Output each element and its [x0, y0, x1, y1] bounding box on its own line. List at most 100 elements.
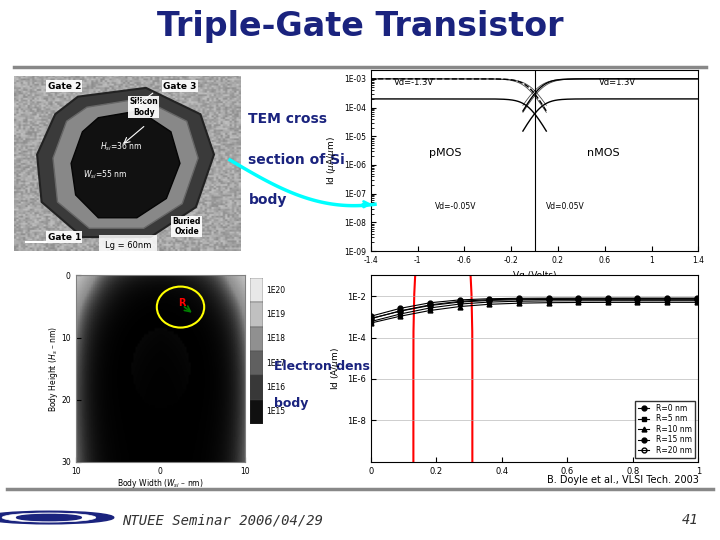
Text: Silicon
Body: Silicon Body: [130, 98, 158, 117]
R=10 nm: [693, 299, 701, 306]
R=0 nm: [455, 296, 464, 303]
R=10 nm: [455, 303, 464, 310]
R=15 nm: [574, 296, 582, 302]
R=20 nm: [633, 295, 642, 302]
Text: pMOS: pMOS: [429, 148, 462, 158]
R=0 nm: [396, 305, 405, 312]
Text: Vd=-1.3V: Vd=-1.3V: [395, 78, 434, 87]
R=10 nm: [663, 299, 672, 306]
Bar: [250, 375, 263, 400]
Legend: R=0 nm, R=5 nm, R=10 nm, R=15 nm, R=20 nm: R=0 nm, R=5 nm, R=10 nm, R=15 nm, R=20 n…: [635, 401, 695, 458]
R=20 nm: [396, 308, 405, 314]
Polygon shape: [71, 111, 180, 218]
Text: Vd=0.05V: Vd=0.05V: [546, 202, 585, 211]
Text: 1E16: 1E16: [266, 383, 286, 392]
Line: R=0 nm: R=0 nm: [369, 296, 699, 319]
Text: Gate 3: Gate 3: [163, 82, 197, 91]
R=0 nm: [633, 295, 642, 301]
R=10 nm: [396, 313, 405, 319]
R=0 nm: [544, 295, 553, 301]
R=0 nm: [515, 295, 523, 301]
X-axis label: Body Width ($W_{si}$ – nm): Body Width ($W_{si}$ – nm): [117, 477, 204, 490]
Line: R=10 nm: R=10 nm: [369, 300, 699, 326]
Y-axis label: Id ($\mu$A/$\mu$m): Id ($\mu$A/$\mu$m): [325, 136, 338, 185]
R=10 nm: [366, 320, 375, 326]
R=5 nm: [455, 301, 464, 307]
R=10 nm: [574, 299, 582, 306]
R=0 nm: [574, 295, 582, 301]
Text: NTUEE Seminar 2006/04/29: NTUEE Seminar 2006/04/29: [122, 514, 323, 528]
Y-axis label: Id (A/$\mu$m): Id (A/$\mu$m): [328, 347, 341, 390]
Bar: [250, 351, 263, 375]
R=15 nm: [544, 296, 553, 303]
R=0 nm: [663, 295, 672, 301]
R=20 nm: [603, 295, 612, 302]
R=5 nm: [485, 299, 494, 305]
R=20 nm: [693, 295, 701, 302]
R=5 nm: [603, 298, 612, 304]
Text: R: R: [179, 298, 186, 308]
R=20 nm: [455, 298, 464, 305]
R=0 nm: [426, 300, 434, 306]
R=5 nm: [426, 305, 434, 311]
R=15 nm: [366, 315, 375, 322]
R=5 nm: [366, 319, 375, 325]
Text: Gate 1: Gate 1: [48, 233, 81, 241]
R=5 nm: [693, 298, 701, 304]
Text: 1E18: 1E18: [266, 334, 286, 343]
Line: R=20 nm: R=20 nm: [369, 296, 699, 321]
R=0 nm: [603, 295, 612, 301]
Text: Gate 2: Gate 2: [48, 82, 81, 91]
Text: section of Si: section of Si: [248, 152, 345, 166]
Circle shape: [17, 515, 81, 521]
Text: body: body: [248, 193, 287, 207]
R=20 nm: [485, 296, 494, 303]
Y-axis label: Body Height ($H_s$ – nm): Body Height ($H_s$ – nm): [47, 326, 60, 411]
Polygon shape: [37, 88, 214, 237]
X-axis label: Vg (Volts): Vg (Volts): [513, 271, 557, 280]
Bar: [250, 400, 263, 424]
Text: 1E17: 1E17: [266, 359, 286, 368]
R=0 nm: [366, 313, 375, 320]
R=0 nm: [485, 295, 494, 302]
R=10 nm: [603, 299, 612, 306]
Polygon shape: [53, 98, 198, 228]
Text: $W_{si}$=55 nm: $W_{si}$=55 nm: [83, 168, 127, 181]
R=15 nm: [663, 296, 672, 302]
Bar: [250, 327, 263, 351]
Bar: [250, 302, 263, 327]
R=5 nm: [544, 298, 553, 304]
Text: Vd=-0.05V: Vd=-0.05V: [435, 202, 477, 211]
Text: nMOS: nMOS: [588, 148, 620, 158]
Text: Buried
Oxide: Buried Oxide: [173, 217, 201, 236]
R=20 nm: [663, 295, 672, 302]
Text: B. Doyle et al., VLSI Tech. 2003: B. Doyle et al., VLSI Tech. 2003: [546, 475, 698, 485]
Text: $H_{si}$=36 nm: $H_{si}$=36 nm: [100, 140, 142, 153]
R=15 nm: [396, 308, 405, 314]
R=0 nm: [693, 295, 701, 301]
R=15 nm: [455, 299, 464, 305]
R=15 nm: [515, 296, 523, 303]
R=15 nm: [603, 296, 612, 302]
R=20 nm: [426, 302, 434, 308]
Circle shape: [2, 513, 96, 522]
R=5 nm: [515, 298, 523, 305]
R=15 nm: [633, 296, 642, 302]
Text: TEM cross: TEM cross: [248, 112, 328, 126]
R=15 nm: [485, 297, 494, 303]
R=5 nm: [574, 298, 582, 304]
Text: Triple-Gate Transistor: Triple-Gate Transistor: [157, 10, 563, 43]
R=5 nm: [633, 298, 642, 304]
R=15 nm: [426, 302, 434, 309]
R=5 nm: [396, 310, 405, 317]
Line: R=15 nm: R=15 nm: [369, 297, 699, 321]
Text: 1E19: 1E19: [266, 310, 286, 319]
R=20 nm: [574, 295, 582, 302]
R=10 nm: [633, 299, 642, 306]
Text: Vd=1.3V: Vd=1.3V: [599, 78, 636, 87]
R=5 nm: [663, 298, 672, 304]
R=15 nm: [693, 296, 701, 302]
Text: 1E20: 1E20: [266, 286, 286, 295]
R=20 nm: [544, 295, 553, 302]
R=10 nm: [544, 300, 553, 306]
